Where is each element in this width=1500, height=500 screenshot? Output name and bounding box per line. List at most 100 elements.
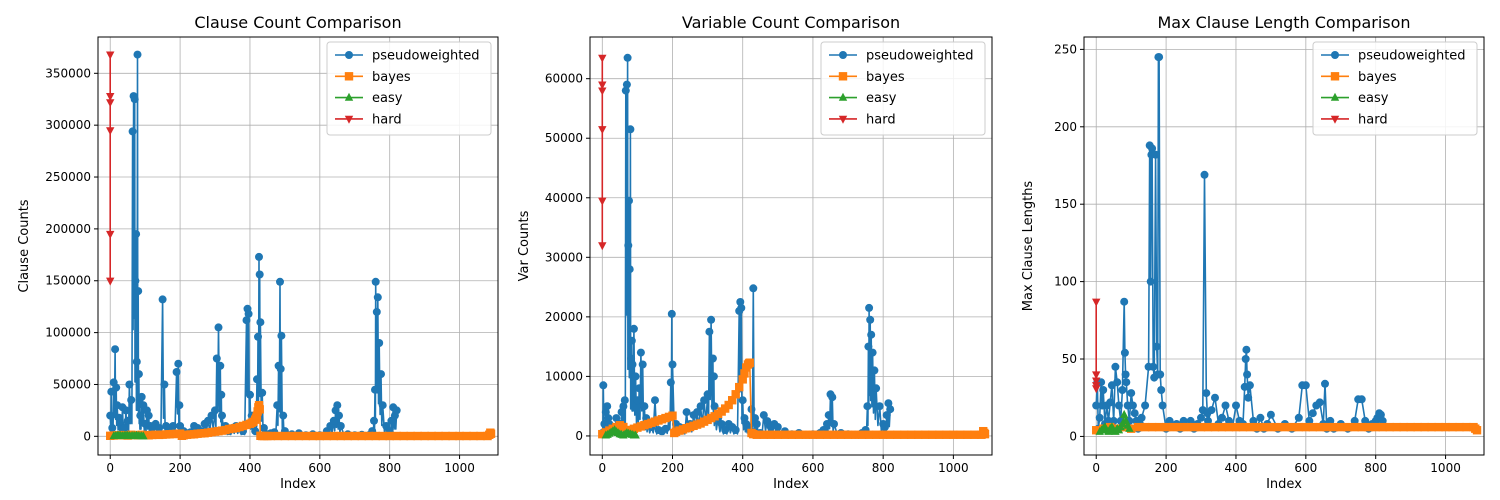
data-point-pseudoweighted [214,323,223,332]
legend-label: bayes [1358,70,1397,85]
data-point-bayes [850,430,860,439]
data-point-pseudoweighted [1158,401,1167,410]
data-point-bayes [469,431,478,441]
legend-label: easy [372,91,403,106]
data-point-pseudoweighted [160,380,169,389]
x-tick-label: 1000 [938,461,969,475]
data-point-bayes [871,430,881,439]
data-point-bayes [1238,422,1248,432]
data-point-pseudoweighted [133,50,142,59]
data-point-bayes [1203,422,1213,432]
data-point-bayes [1392,422,1401,432]
y-tick-label: 100000 [45,326,91,340]
axes-frame [97,36,499,456]
data-point-pseudoweighted [131,276,140,285]
data-point-pseudoweighted [120,424,129,432]
data-point-bayes [731,390,740,399]
data-point-bayes [378,431,387,441]
data-point-pseudoweighted [111,345,120,354]
x-tick-label: 0 [598,461,606,475]
data-point-bayes [1259,422,1269,432]
data-point-bayes [1154,422,1164,432]
x-tick-label: 1000 [444,461,475,475]
data-point-pseudoweighted [709,372,718,381]
x-tick-label: 800 [1364,461,1387,475]
data-point-pseudoweighted [1301,381,1310,390]
data-point-hard [106,92,115,101]
data-point-pseudoweighted [1244,393,1253,402]
data-point-hard [598,126,607,135]
data-point-pseudoweighted [174,359,183,368]
data-point-bayes [371,431,380,441]
data-point-pseudoweighted [132,357,141,366]
data-point-pseudoweighted [1137,413,1146,422]
y-tick-label: 100 [1054,275,1077,289]
data-point-pseudoweighted [1249,416,1258,425]
data-point-pseudoweighted [108,424,117,432]
data-point-pseudoweighted [134,287,143,296]
data-point-bayes [745,358,754,367]
data-point-bayes [420,431,429,441]
data-point-pseudoweighted [625,196,633,205]
data-point-bayes [878,430,888,439]
y-tick-label: 0 [575,429,583,443]
data-point-hard [1092,377,1101,386]
x-tick-label: 1000 [1430,461,1461,475]
legend-marker [344,92,354,101]
data-point-pseudoweighted [329,416,338,425]
data-point-pseudoweighted [865,303,874,312]
data-point-bayes [1378,422,1387,432]
data-point-pseudoweighted [244,309,253,318]
data-point-bayes [1196,422,1206,432]
data-point-pseudoweighted [622,80,631,89]
data-point-pseudoweighted [708,354,717,363]
data-point-pseudoweighted [115,413,123,422]
chart-panel-2: 0 200 400 600 800 1000 0 50 100 150 200 250 Max Clau… [1021,13,1485,492]
data-point-bayes [1273,422,1283,432]
data-point-bayes [1231,422,1241,432]
data-point-pseudoweighted [1376,410,1385,419]
data-point-bayes [1140,422,1150,432]
legend-marker [839,51,847,59]
data-point-bayes [1182,422,1192,432]
data-point-pseudoweighted [132,230,141,239]
x-tick-label: 400 [1225,461,1248,475]
data-point-pseudoweighted [668,360,677,369]
legend-marker [345,51,353,59]
data-point-bayes [980,429,990,439]
data-point-bayes [287,431,297,441]
data-point-pseudoweighted [216,361,225,370]
data-point-pseudoweighted [828,393,837,402]
legend: pseudoweighted bayes easy hard [326,41,492,136]
data-point-bayes [1413,422,1422,432]
data-point-pseudoweighted [125,380,134,389]
data-point-hard [106,230,115,239]
data-point-pseudoweighted [763,417,772,426]
data-point-pseudoweighted [211,406,219,415]
data-point-pseudoweighted [1243,370,1252,379]
data-point-bayes [1441,422,1450,432]
data-point-hard [106,51,115,60]
y-tick-label: 250000 [45,170,91,184]
data-point-pseudoweighted [824,411,833,420]
data-point-bayes [399,431,408,441]
data-point-pseudoweighted [736,298,745,306]
data-point-pseudoweighted [623,53,632,62]
data-point-pseudoweighted [1308,409,1317,418]
data-point-pseudoweighted [1218,413,1226,422]
data-point-pseudoweighted [123,416,132,425]
data-point-bayes [413,431,422,441]
data-point-pseudoweighted [737,303,746,312]
data-point-bayes [486,429,496,438]
x-tick-label: 200 [169,461,192,475]
data-point-pseudoweighted [696,402,705,411]
data-point-bayes [900,430,909,439]
data-point-pseudoweighted [378,401,387,410]
data-point-bayes [1420,422,1429,432]
data-point-pseudoweighted [1156,370,1165,379]
data-point-pseudoweighted [1121,370,1130,379]
data-point-hard [1092,371,1101,380]
data-point-pseudoweighted [625,265,634,274]
axes-frame [1083,36,1485,456]
data-point-bayes [1224,422,1234,432]
